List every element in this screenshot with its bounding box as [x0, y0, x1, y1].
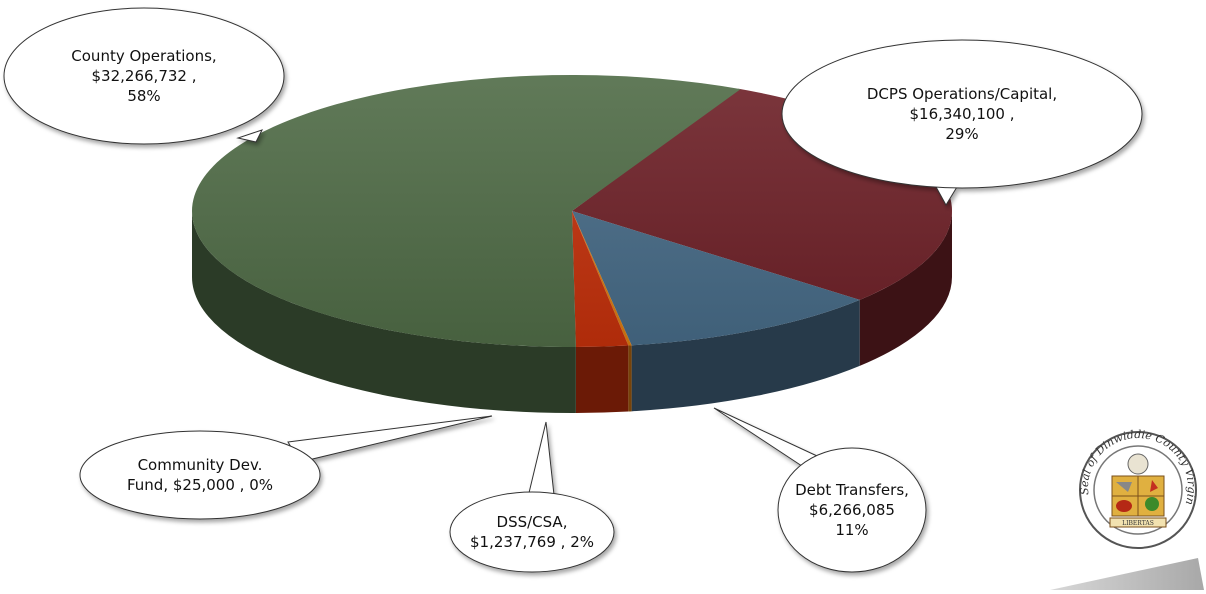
pie-side-1 — [859, 211, 952, 366]
callout-line: $32,266,732 , — [92, 67, 197, 85]
seal-ribbon: LIBERTAS — [1122, 520, 1154, 527]
county-seal: Seal of Dinwiddie County Virginia LIBERT… — [1050, 428, 1204, 590]
callout-line: DCPS Operations/Capital, — [867, 85, 1057, 103]
callout-line: 11% — [835, 521, 868, 539]
pie-side-4 — [628, 345, 632, 412]
callout-county-ops — [3, 7, 285, 145]
callout-line: 29% — [945, 125, 978, 143]
callout-community — [79, 415, 493, 520]
callout-line: $1,237,769 , 2% — [470, 533, 594, 551]
callout-dss — [449, 421, 615, 573]
pie-sides — [192, 211, 952, 413]
callout-line: County Operations, — [71, 47, 216, 65]
pie-side-2 — [631, 299, 860, 412]
callout-dcps — [781, 39, 1143, 206]
callout-line: $16,340,100 , — [910, 105, 1015, 123]
callout-line: 58% — [127, 87, 160, 105]
pie-top — [192, 75, 952, 347]
callout-line: Debt Transfers, — [795, 481, 909, 499]
callout-line: Community Dev. — [138, 456, 263, 474]
pie-side-3 — [575, 345, 629, 413]
callout-line: $6,266,085 — [809, 501, 895, 519]
callout-debt — [713, 407, 927, 573]
callouts: County Operations, $32,266,732 , 58% DCPS O… — [3, 7, 1143, 573]
pie-side-0 — [192, 211, 576, 413]
pie-top-highlight — [192, 75, 952, 347]
callout-line: DSS/CSA, — [497, 513, 568, 531]
callout-line: Fund, $25,000 , 0% — [127, 476, 273, 494]
seal-shelf — [1050, 558, 1204, 590]
